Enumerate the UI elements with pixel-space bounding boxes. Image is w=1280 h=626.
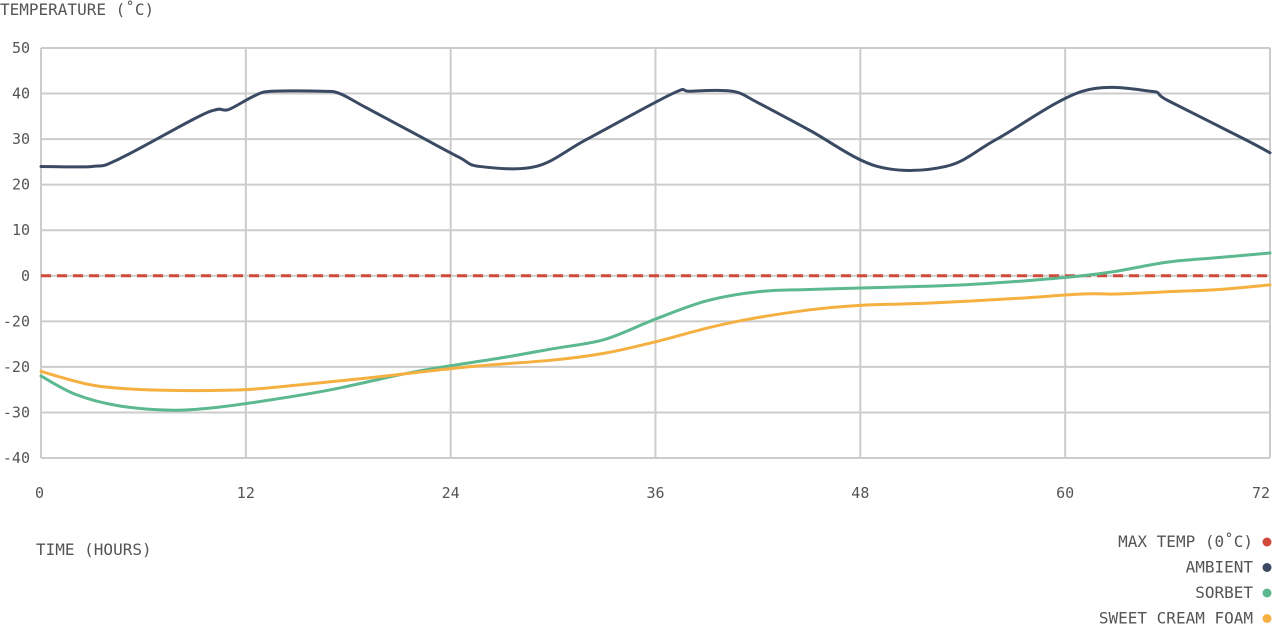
x-tick-label: 36 — [646, 484, 664, 502]
x-tick-label: 60 — [1056, 484, 1074, 502]
y-tick-label: 0 — [21, 267, 30, 285]
x-tick-label: 24 — [442, 484, 460, 502]
legend: MAX TEMP (0˚C) AMBIENT SORBET SWEET CREAM F… — [1099, 532, 1272, 626]
y-axis: 50 40 30 20 10 0 -20 -20 -30 -40 — [3, 39, 30, 467]
y-tick-label: -20 — [3, 358, 30, 376]
legend-label: SWEET CREAM FOAM — [1099, 609, 1253, 626]
y-tick-label: -40 — [3, 449, 30, 467]
series-lines — [39, 85, 1272, 412]
y-tick-label: 20 — [12, 176, 30, 194]
y-tick-label: 10 — [12, 221, 30, 239]
x-tick-label: 0 — [35, 484, 44, 502]
y-tick-label: 50 — [12, 39, 30, 57]
legend-label: MAX TEMP (0˚C) — [1118, 532, 1253, 551]
x-tick-label: 12 — [237, 484, 255, 502]
y-tick-label: -20 — [3, 312, 30, 330]
legend-marker — [1262, 537, 1272, 547]
y-axis-title: TEMPERATURE (˚C) — [0, 0, 154, 19]
legend-marker — [1262, 614, 1272, 623]
x-axis-title: TIME (HOURS) — [36, 540, 152, 559]
x-axis: 0 12 24 36 48 60 72 — [35, 484, 1270, 502]
legend-label: AMBIENT — [1186, 558, 1254, 577]
y-tick-label: 40 — [12, 85, 30, 103]
y-tick-label: -30 — [3, 403, 30, 421]
series-line-sweet-cream-foam — [39, 283, 1272, 393]
legend-label: SORBET — [1195, 583, 1253, 602]
x-tick-label: 48 — [851, 484, 869, 502]
series-line-sorbet — [39, 251, 1272, 412]
legend-marker — [1262, 588, 1272, 598]
x-tick-label: 72 — [1252, 484, 1270, 502]
series-line-ambient — [39, 85, 1272, 172]
y-tick-label: 30 — [12, 130, 30, 148]
legend-marker — [1262, 563, 1272, 572]
